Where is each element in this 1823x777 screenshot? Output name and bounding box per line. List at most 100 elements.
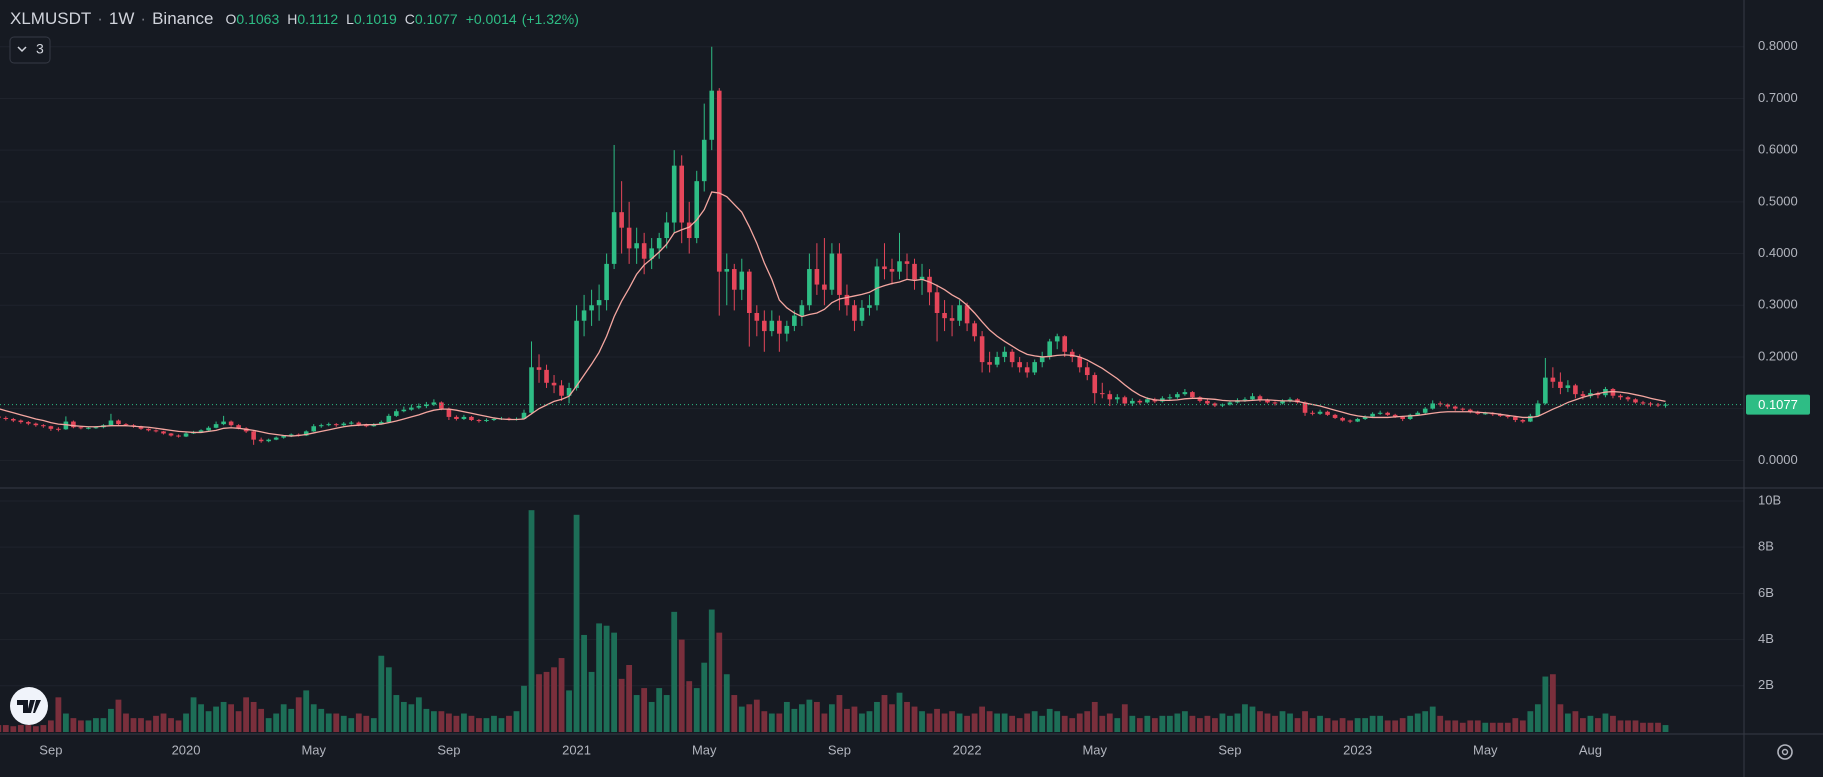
volume-bar <box>513 711 520 732</box>
candle-body <box>724 269 730 272</box>
volume-bar <box>1039 715 1046 732</box>
volume-bar <box>1159 715 1166 732</box>
candle-body <box>972 323 977 337</box>
candle-body <box>153 430 159 432</box>
candle-body <box>1430 403 1436 409</box>
candle-body <box>198 430 204 432</box>
candle-body <box>1625 397 1631 400</box>
candle-body <box>814 269 820 285</box>
volume-bar <box>919 711 925 732</box>
volume-bar <box>1001 713 1008 732</box>
candle-body <box>1212 403 1218 406</box>
candle-body <box>303 431 309 436</box>
candle-body <box>56 428 61 430</box>
volume-bar <box>1264 713 1271 732</box>
volume-bar <box>1377 715 1384 732</box>
indicator-toggle[interactable]: 3 <box>9 36 51 64</box>
volume-bar <box>1121 704 1128 732</box>
volume-bar <box>551 667 557 732</box>
settings-button[interactable] <box>1777 744 1793 760</box>
candle-body <box>1197 397 1203 401</box>
separator: · <box>97 9 103 28</box>
indicator-toggle-box[interactable] <box>9 36 51 64</box>
tradingview-logo[interactable] <box>10 687 48 725</box>
volume-bar <box>836 695 843 732</box>
volume-bar <box>1106 713 1113 732</box>
candle-body <box>656 238 662 249</box>
y-tick-label: 0.0000 <box>1758 452 1798 467</box>
candle-body <box>822 284 827 290</box>
volume-bar <box>1197 718 1203 732</box>
candle-body <box>1114 397 1120 400</box>
volume-pane <box>0 510 1669 732</box>
candle-body <box>138 426 144 429</box>
candle-body <box>747 271 752 313</box>
candle-body <box>1422 408 1428 413</box>
volume-bar <box>1504 722 1511 732</box>
y-tick-label: 0.3000 <box>1758 297 1798 312</box>
volume-bar <box>1257 711 1263 732</box>
candle-body <box>1347 420 1353 422</box>
candle-body <box>1182 392 1188 395</box>
gear-icon[interactable] <box>1777 744 1793 760</box>
candle-body <box>454 416 459 419</box>
volume-bar <box>288 708 295 732</box>
volume-bar <box>100 718 107 732</box>
candle-body <box>0 416 1 418</box>
candle-body <box>318 425 324 427</box>
volume-bar <box>1407 715 1414 732</box>
candle-body <box>363 424 369 427</box>
candle-body <box>777 320 782 334</box>
volume-bar <box>213 706 219 732</box>
volume-bar <box>483 718 490 732</box>
volume-bar <box>896 692 903 732</box>
candle-body <box>1392 414 1398 417</box>
volume-bar <box>761 711 768 732</box>
x-tick-label: Aug <box>1579 742 1602 757</box>
volume-bar <box>1279 711 1286 732</box>
candle-body <box>589 305 594 311</box>
volume-bar <box>1497 722 1504 732</box>
candle-body <box>1640 402 1646 404</box>
volume-bar <box>866 711 873 732</box>
candle-body <box>424 404 429 407</box>
y-tick-label: 0.2000 <box>1758 348 1798 363</box>
volume-bar <box>859 713 865 732</box>
candle-body <box>1062 336 1068 352</box>
candle-body <box>1663 404 1668 406</box>
volume-bar <box>1572 711 1579 732</box>
volume-bar <box>17 725 24 732</box>
y-tick-label: 0.8000 <box>1758 38 1798 53</box>
volume-bar <box>1444 720 1451 732</box>
candle-body <box>18 420 24 423</box>
candle-body <box>116 420 121 425</box>
candle-body <box>1272 402 1278 404</box>
candle-body <box>348 422 354 424</box>
candle-body <box>1099 393 1105 395</box>
candle-body <box>1092 375 1098 394</box>
candle-body <box>574 320 579 388</box>
volume-bar <box>1204 715 1211 732</box>
candle-body <box>1024 367 1030 373</box>
volume-bar <box>611 632 618 732</box>
candle-body <box>694 181 700 239</box>
candle-body <box>168 433 174 436</box>
ohlc-label: O <box>226 11 237 27</box>
volume-bar <box>1091 701 1098 732</box>
candle-body <box>799 305 805 316</box>
candle-body <box>273 437 279 440</box>
volume-bar <box>618 678 625 732</box>
volume-bar <box>138 718 144 732</box>
volume-bar <box>32 726 39 732</box>
volume-bar <box>1302 711 1308 732</box>
y-tick-label: 0.4000 <box>1758 245 1798 260</box>
candle-body <box>1400 416 1405 419</box>
volume-bar <box>160 713 167 732</box>
volume-bar <box>821 713 828 732</box>
candle-body <box>739 271 745 290</box>
chevron-icon <box>17 46 27 53</box>
volume-bar <box>1549 674 1556 732</box>
candle-body <box>221 421 226 425</box>
volume-bar <box>250 701 257 732</box>
volume-bar <box>25 725 32 732</box>
